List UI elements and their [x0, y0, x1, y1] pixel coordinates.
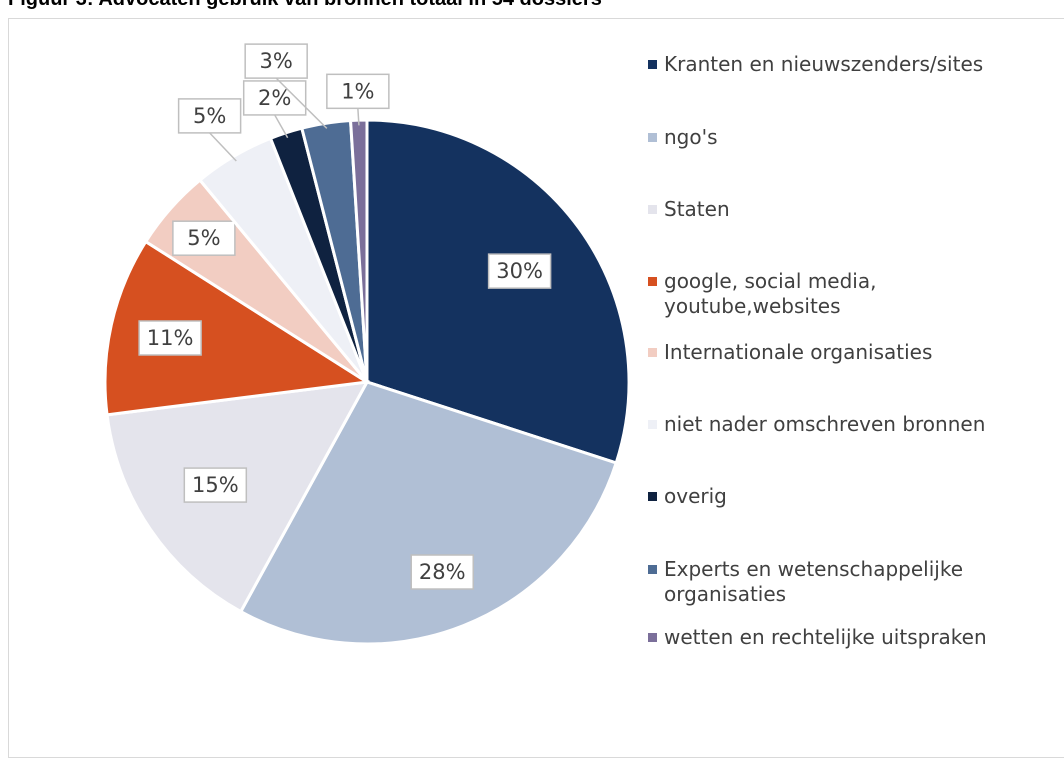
- legend-swatch: [648, 205, 657, 214]
- value-label-box: [172, 220, 236, 256]
- legend-swatch: [648, 60, 657, 69]
- legend-swatch: [648, 492, 657, 501]
- leader-line: [357, 108, 360, 126]
- pie-slice: [103, 239, 372, 417]
- leader-line: [209, 132, 237, 162]
- leader-line: [275, 77, 328, 129]
- legend-label: Kranten en nieuwszenders/sites: [664, 52, 984, 76]
- value-label: 11%: [147, 326, 194, 350]
- value-label: 2%: [258, 86, 291, 110]
- legend-item: Staten: [648, 197, 1058, 222]
- legend-swatch: [648, 133, 657, 142]
- chart-title: Figuur 3: Advocaten gebruik van bronnen …: [8, 0, 602, 11]
- legend-swatch: [648, 277, 657, 286]
- legend-swatch: [648, 348, 657, 357]
- pie-slice: [365, 118, 631, 465]
- legend-item: Kranten en nieuwszenders/sites: [648, 52, 1058, 77]
- legend-label: google, social media, youtube,websites: [664, 269, 877, 318]
- value-label: 28%: [419, 560, 466, 584]
- value-label-box: [177, 98, 242, 134]
- value-label-box: [487, 253, 552, 289]
- legend-label: Experts en wetenschappelijke organisatie…: [664, 557, 964, 606]
- legend-item: niet nader omschreven bronnen: [648, 412, 1058, 437]
- value-label-box: [183, 467, 248, 503]
- value-label-box: [410, 554, 474, 590]
- leader-line: [274, 114, 289, 139]
- value-label: 3%: [260, 49, 293, 73]
- legend-label: Staten: [664, 197, 730, 221]
- value-label-box: [244, 43, 308, 79]
- legend-label: wetten en rechtelijke uitspraken: [664, 625, 987, 649]
- value-label: 30%: [496, 259, 543, 283]
- value-label: 5%: [187, 226, 220, 250]
- pie-slice: [238, 380, 619, 646]
- value-label: 15%: [192, 473, 239, 497]
- legend-label: niet nader omschreven bronnen: [664, 412, 986, 436]
- legend-label: overig: [664, 484, 727, 508]
- value-label-box: [138, 320, 202, 356]
- value-label-box: [326, 73, 390, 110]
- legend-item: google, social media, youtube,websites: [648, 269, 1058, 319]
- legend-swatch: [648, 633, 657, 642]
- legend-item: overig: [648, 484, 1058, 509]
- value-label: 5%: [193, 104, 226, 128]
- value-label: 1%: [341, 79, 374, 103]
- legend-swatch: [648, 420, 657, 429]
- legend-item: Experts en wetenschappelijke organisatie…: [648, 557, 1058, 607]
- legend-label: ngo's: [664, 125, 718, 149]
- legend-item: wetten en rechtelijke uitspraken: [648, 625, 1058, 650]
- legend-item: ngo's: [648, 125, 1058, 150]
- legend-item: Internationale organisaties: [648, 340, 1058, 365]
- legend-swatch: [648, 565, 657, 574]
- legend-label: Internationale organisaties: [664, 340, 933, 364]
